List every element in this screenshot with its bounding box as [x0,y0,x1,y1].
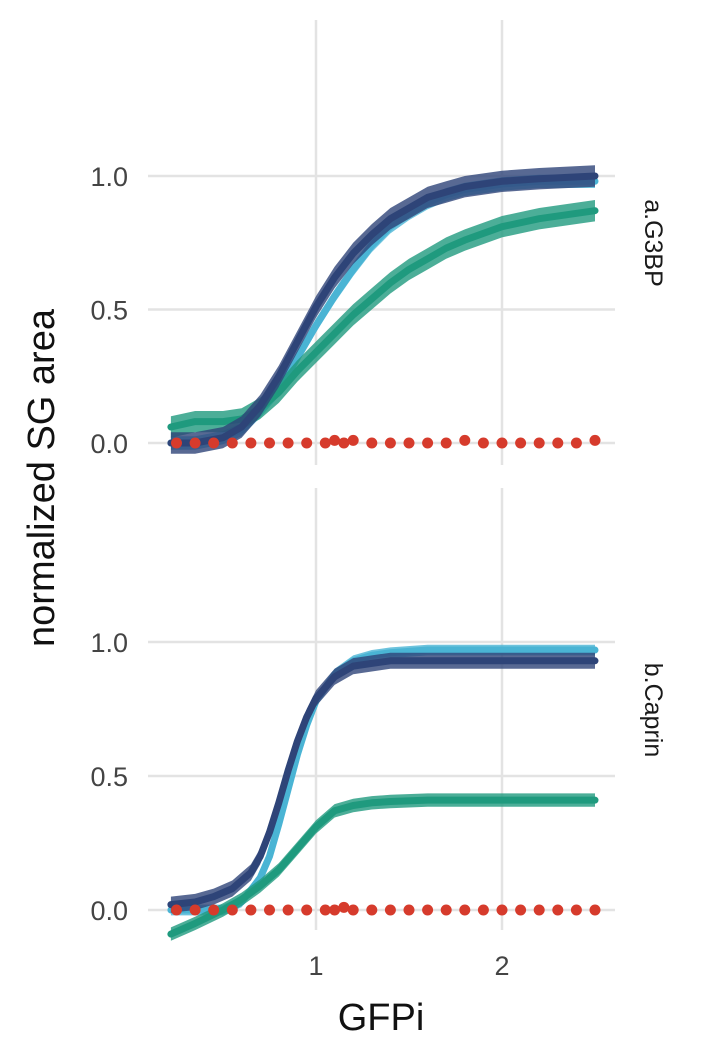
series-line [167,646,599,914]
y-tick-label: 0.5 [90,762,128,792]
data-point [226,437,238,449]
data-point [366,904,378,916]
data-point [282,437,294,449]
confidence-band [170,644,595,916]
data-point [570,437,582,449]
data-point [329,434,341,446]
data-point [347,904,359,916]
series-line [167,657,599,909]
confidence-band [170,652,595,913]
strip-label: a.G3BP [639,199,667,287]
data-point [208,904,220,916]
data-point [366,437,378,449]
series-line [167,207,599,431]
data-point [515,437,527,449]
y-tick-label: 0.0 [90,896,128,926]
data-point [552,904,564,916]
data-point [319,904,331,916]
y-tick-label: 0.5 [90,296,128,326]
x-tick-label: 1 [308,951,323,981]
data-point [264,437,275,449]
y-axis-title: normalized SG area [21,308,63,647]
data-point [533,437,545,449]
data-point [496,437,508,449]
data-point [226,904,238,916]
data-point [440,437,452,449]
y-tick-label: 1.0 [90,162,128,192]
data-point [208,437,220,449]
data-point [422,904,434,916]
confidence-band [170,200,595,438]
data-point [440,904,452,916]
panel-2: 0.0 0.5 1.0 b.Caprin [90,488,667,941]
data-point [533,904,545,916]
data-point [189,904,201,916]
data-point [459,904,471,916]
data-point [338,901,350,913]
x-axis-title: GFPi [338,997,425,1039]
data-point [403,437,415,449]
data-point [189,437,201,449]
panel-1: 0.0 0.5 1.0 a.G3BP [90,20,667,465]
data-point [570,904,582,916]
data-point [245,437,257,449]
data-point [515,904,527,916]
data-point [338,437,350,449]
data-point [319,437,331,449]
data-point [403,904,415,916]
y-tick-label: 1.0 [90,628,128,658]
data-point [171,437,182,449]
y-tick-label: 0.0 [90,429,128,459]
data-point [477,437,489,449]
data-point [477,904,489,916]
data-point [347,434,359,446]
data-point [459,434,471,446]
data-point [384,904,396,916]
data-point [301,904,313,916]
data-point [496,904,508,916]
data-point [422,437,434,449]
data-point [329,904,341,916]
data-point [552,437,564,449]
data-point [264,904,275,916]
x-tick-label: 2 [494,951,509,981]
data-point [384,437,396,449]
data-point [171,904,182,916]
data-point [245,904,257,916]
data-point [282,904,294,916]
confidence-band [170,793,595,941]
strip-label: b.Caprin [639,663,667,758]
data-point [589,904,601,916]
series-line [167,172,599,447]
data-point [301,437,313,449]
data-point [589,434,601,446]
